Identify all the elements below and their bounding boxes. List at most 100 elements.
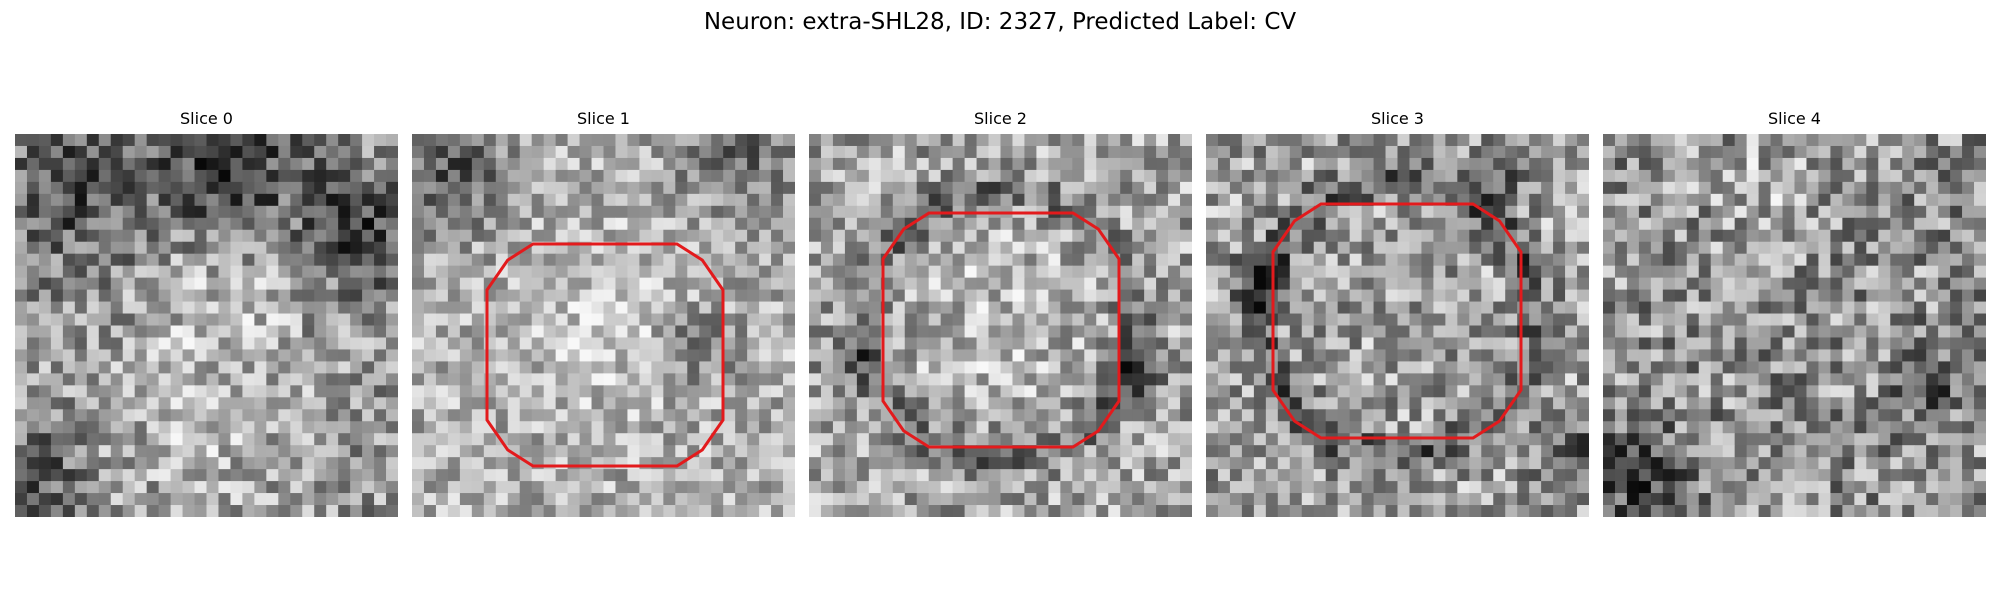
image-pixel [1866,253,1879,267]
image-pixel [988,169,1001,183]
image-pixel [928,505,942,517]
image-pixel [1674,457,1688,470]
image-pixel [1084,457,1097,470]
image-pixel [110,205,124,219]
image-pixel [603,457,616,470]
image-pixel [1517,313,1530,326]
image-pixel [1120,337,1133,350]
image-pixel [1890,181,1903,195]
image-pixel [940,145,954,159]
image-pixel [1674,373,1688,386]
image-pixel [50,457,64,470]
image-pixel [711,289,724,302]
image-pixel [50,253,64,267]
image-pixel [1722,361,1736,374]
image-pixel [579,469,592,482]
image-pixel [603,205,616,219]
image-pixel [1722,397,1736,410]
image-pixel [1180,469,1192,482]
image-pixel [1337,445,1351,458]
image-pixel [122,181,136,195]
image-pixel [1974,289,1986,302]
image-pixel [98,145,112,159]
image-pixel [38,229,52,243]
image-pixel [1048,349,1061,362]
image-pixel [543,205,557,219]
image-pixel [1950,313,1963,326]
image-pixel [928,373,942,386]
image-pixel [1144,253,1157,267]
image-pixel [266,205,279,219]
image-pixel [1469,445,1482,458]
image-pixel [206,134,219,147]
image-pixel [1866,277,1879,290]
image-pixel [747,265,760,279]
image-pixel [1289,349,1303,362]
image-pixel [591,325,604,338]
image-pixel [1529,505,1542,517]
image-pixel [1168,313,1181,326]
image-pixel [567,229,580,243]
image-pixel [1060,361,1073,374]
image-pixel [1469,169,1482,183]
image-pixel [687,361,700,374]
image-pixel [832,493,846,506]
image-pixel [1469,421,1482,434]
image-pixel [1650,181,1664,195]
image-pixel [170,301,183,314]
image-pixel [206,181,219,195]
image-pixel [1433,385,1446,398]
image-pixel [868,445,882,458]
image-pixel [290,361,303,374]
image-pixel [1289,289,1303,302]
image-pixel [711,373,724,386]
image-pixel [940,397,954,410]
image-pixel [940,409,954,422]
image-pixel [627,301,640,314]
image-pixel [1337,325,1351,338]
image-pixel [1206,134,1219,147]
image-pixel [868,481,882,494]
image-pixel [1108,397,1121,410]
image-pixel [362,409,375,422]
image-pixel [1614,253,1628,267]
image-pixel [362,157,375,171]
image-pixel [1421,481,1434,494]
image-pixel [1337,313,1351,326]
image-pixel [1277,193,1291,207]
image-pixel [1469,265,1482,279]
image-pixel [314,409,327,422]
image-pixel [1722,145,1736,159]
image-pixel [1229,445,1243,458]
image-pixel [856,193,870,207]
image-pixel [904,361,918,374]
image-pixel [1060,433,1073,446]
image-pixel [206,241,219,255]
image-pixel [1517,493,1530,506]
image-pixel [110,325,124,338]
image-pixel [206,205,219,219]
image-pixel [38,385,52,398]
image-pixel [783,181,795,195]
image-pixel [1048,361,1061,374]
image-pixel [747,433,760,446]
image-pixel [988,253,1001,267]
image-pixel [1084,241,1097,255]
image-pixel [1517,337,1530,350]
image-pixel [290,469,303,482]
image-pixel [1349,325,1362,338]
image-pixel [820,409,834,422]
image-pixel [1662,241,1676,255]
image-pixel [1108,445,1121,458]
image-pixel [1445,409,1458,422]
image-pixel [675,205,688,219]
image-pixel [1674,301,1688,314]
image-pixel [1313,505,1327,517]
image-pixel [880,193,894,207]
image-pixel [1108,277,1121,290]
image-pixel [314,469,327,482]
image-pixel [1950,229,1963,243]
image-pixel [26,169,40,183]
image-pixel [1577,385,1589,398]
image-pixel [134,134,148,147]
